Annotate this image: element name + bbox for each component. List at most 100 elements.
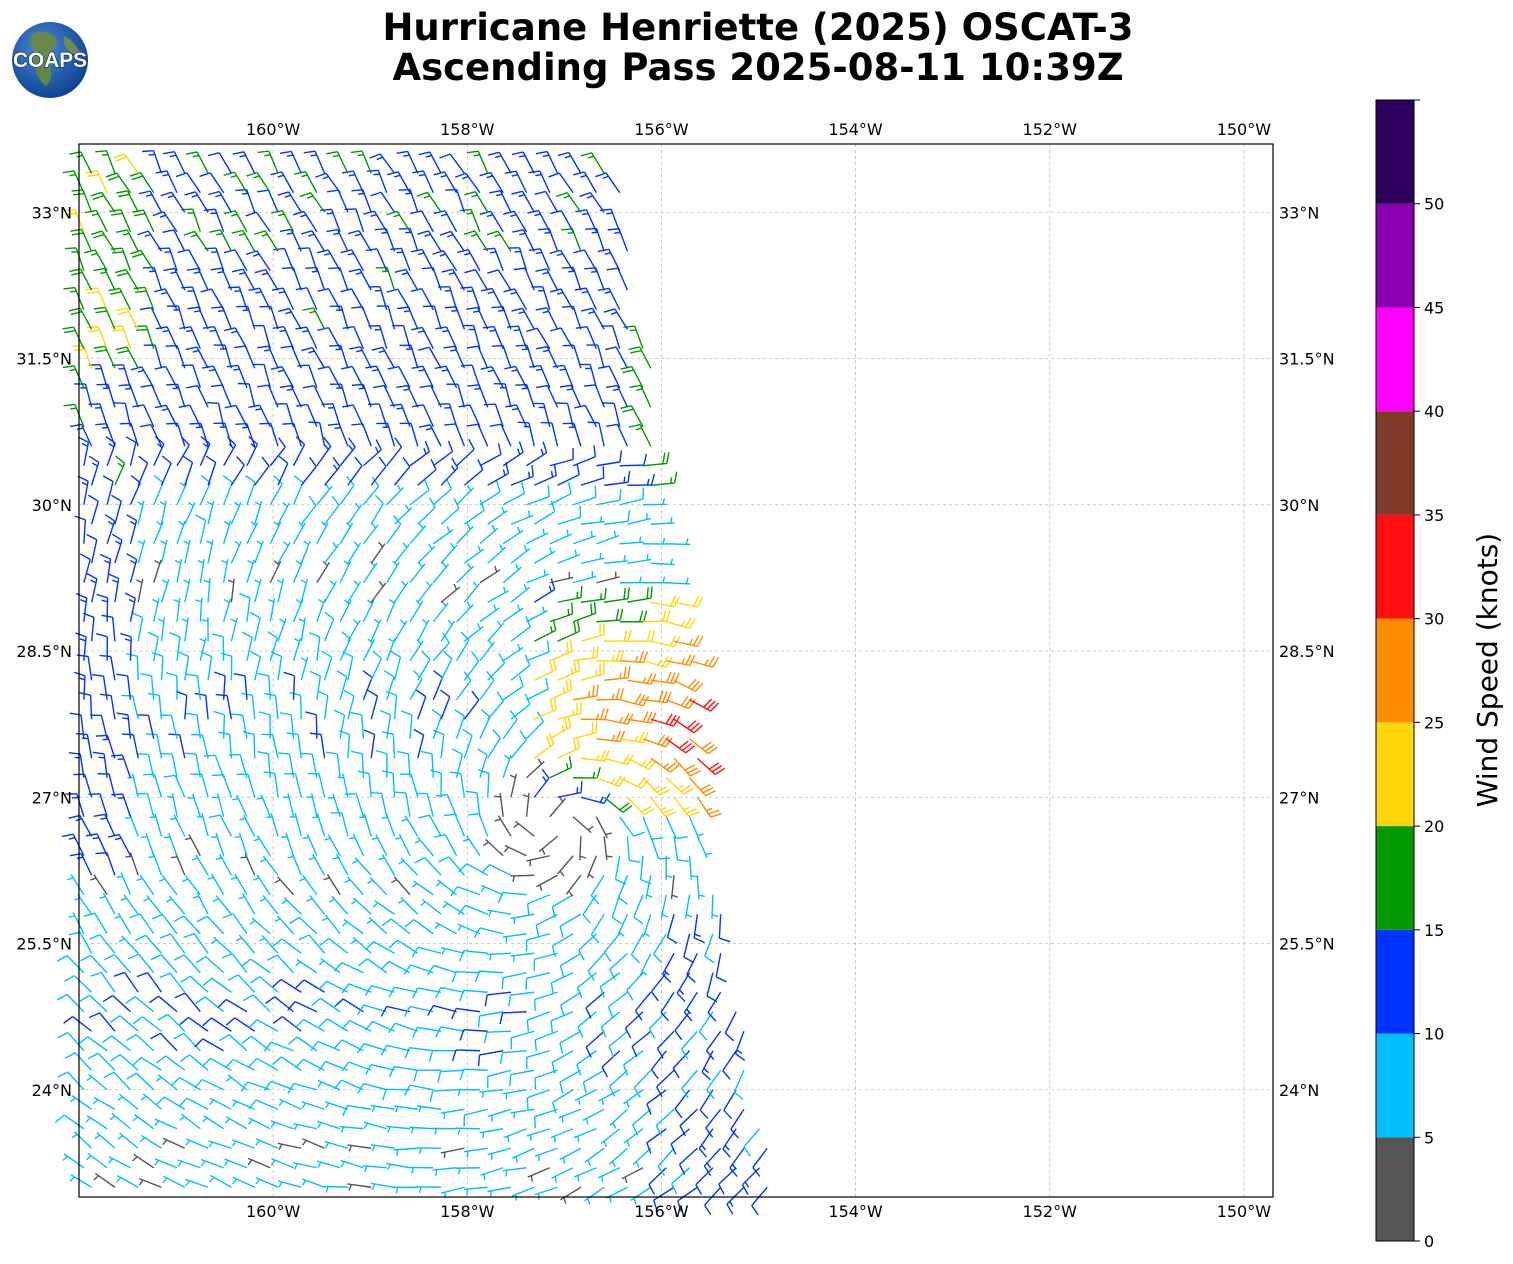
barb-half-feather — [184, 837, 192, 841]
barb-shaft — [724, 1011, 737, 1034]
barb-shaft — [560, 952, 582, 967]
barb-half-feather — [240, 856, 247, 859]
wind-barb — [149, 813, 163, 837]
wind-barb — [404, 919, 434, 935]
barb-feather — [681, 1088, 689, 1099]
barb-feather — [193, 1079, 203, 1089]
barb-feather — [365, 1064, 372, 1076]
wind-barb — [577, 1011, 597, 1038]
wind-barb — [608, 1030, 628, 1058]
barb-shaft — [98, 1012, 116, 1032]
wind-barb — [113, 971, 139, 993]
wind-barb — [526, 1011, 551, 1032]
barb-shaft — [699, 1089, 714, 1111]
barb-shaft — [705, 1030, 722, 1052]
barb-half-feather — [209, 1177, 215, 1183]
wind-barb — [278, 1098, 302, 1110]
wind-barb — [382, 1088, 411, 1101]
barb-shaft — [283, 897, 302, 915]
barb-shaft — [653, 1186, 675, 1201]
wind-barb — [512, 1147, 535, 1163]
barb-shaft — [111, 1035, 131, 1052]
barb-shaft — [577, 1011, 597, 1028]
barb-shaft — [583, 1069, 605, 1083]
wind-barb — [403, 1005, 434, 1017]
barb-feather — [618, 897, 629, 905]
wind-barb — [671, 1167, 691, 1195]
barb-half-feather — [512, 955, 516, 962]
wind-barb — [559, 991, 582, 1017]
wind-barb — [711, 894, 719, 919]
barb-feather — [611, 916, 623, 925]
wind-barb — [350, 936, 372, 954]
barb-feather — [195, 956, 207, 964]
barb-half-feather — [661, 913, 669, 918]
barb-feather — [437, 1071, 442, 1083]
colorbar-bins — [1376, 100, 1414, 1241]
wind-barb — [90, 971, 116, 993]
barb-half-feather — [568, 890, 574, 897]
wind-barb — [171, 1076, 201, 1091]
barb-feather — [601, 1066, 609, 1078]
colorbar-bin — [1376, 722, 1414, 827]
barb-feather — [559, 1004, 565, 1017]
colorbar-bin — [1376, 1137, 1414, 1241]
wind-barb — [411, 946, 442, 958]
barb-feather — [87, 1052, 99, 1060]
wind-barb — [277, 1180, 302, 1188]
wind-barb — [551, 1167, 574, 1183]
barb-half-feather — [489, 954, 492, 961]
barb-half-feather — [332, 856, 339, 860]
colorbar-tick-label: 20 — [1424, 817, 1444, 836]
barb-feather — [333, 1079, 342, 1090]
barb-shaft — [487, 1069, 512, 1078]
barb-shaft — [624, 1011, 644, 1029]
wind-barb — [483, 1030, 512, 1044]
barb-half-feather — [457, 1168, 461, 1175]
wind-barb — [597, 1167, 620, 1183]
barb-feather — [551, 945, 557, 958]
wind-barb — [173, 915, 201, 935]
wind-barb — [83, 912, 108, 935]
barb-feather — [576, 987, 583, 999]
barb-half-feather — [141, 836, 148, 839]
wind-barb — [323, 874, 341, 896]
wind-barb — [611, 894, 623, 925]
barb-half-feather — [371, 1144, 376, 1152]
wind-barb — [196, 812, 209, 837]
wind-barb — [455, 1167, 480, 1175]
wind-barb — [57, 1071, 85, 1091]
barb-feather — [501, 977, 504, 990]
barb-half-feather — [70, 1097, 76, 1103]
wind-barb — [508, 991, 535, 1007]
wind-barb — [90, 874, 108, 896]
barb-feather — [667, 936, 678, 944]
wind-barb — [459, 1068, 488, 1081]
wind-barb — [126, 1033, 155, 1052]
wind-barb — [559, 952, 582, 977]
barb-half-feather — [603, 1140, 608, 1148]
barb-shaft — [400, 896, 419, 915]
barb-half-feather — [390, 879, 398, 884]
wind-barb — [255, 1138, 279, 1149]
wind-barb — [165, 895, 186, 915]
barb-shaft — [646, 1128, 667, 1144]
barb-feather — [634, 1010, 643, 1021]
continent-shape — [30, 31, 57, 86]
barb-half-feather — [255, 1178, 261, 1185]
wind-barb — [318, 957, 341, 974]
barb-shaft — [347, 1104, 372, 1110]
barb-shaft — [79, 931, 93, 954]
barb-feather — [334, 998, 344, 1008]
barb-shaft — [303, 979, 325, 993]
barb-feather — [295, 979, 305, 989]
barb-half-feather — [253, 838, 260, 842]
barb-shaft — [650, 1050, 667, 1071]
barb-shaft — [397, 939, 419, 954]
barb-shaft — [551, 894, 574, 908]
wind-barb — [219, 1033, 248, 1052]
barb-half-feather — [396, 1149, 399, 1156]
barb-feather — [435, 987, 442, 999]
barb-feather — [266, 954, 278, 962]
wind-barb — [648, 1167, 667, 1195]
